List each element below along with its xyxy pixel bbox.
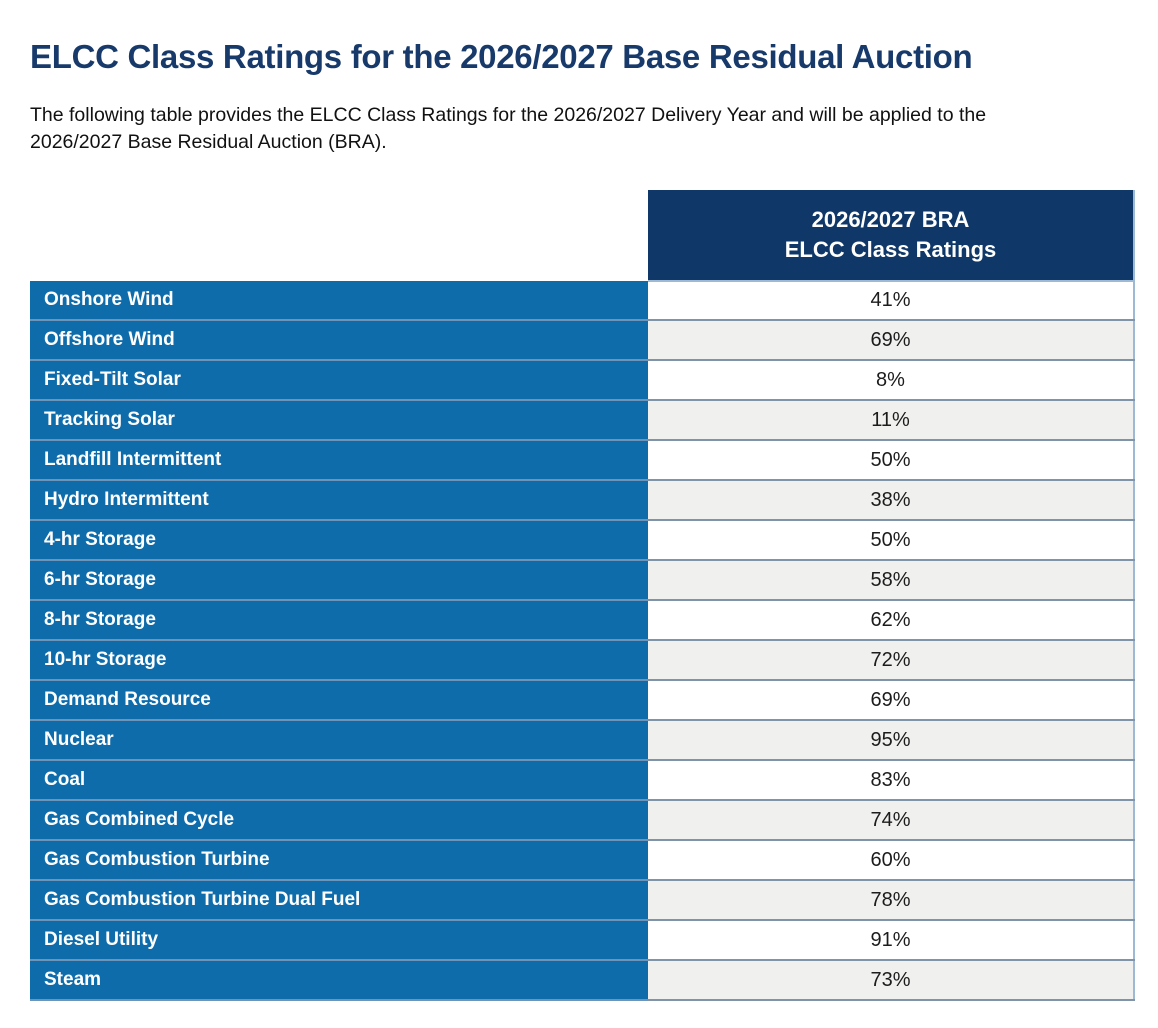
class-label-cell: Landfill Intermittent [30, 440, 648, 481]
rating-value-cell: 60% [648, 840, 1135, 881]
table-row: Tracking Solar 11% [30, 400, 1135, 441]
class-label-cell: Gas Combustion Turbine [30, 840, 648, 881]
table-row: Fixed-Tilt Solar 8% [30, 360, 1135, 401]
elcc-ratings-table: 2026/2027 BRA ELCC Class Ratings Onshore… [30, 190, 1135, 1001]
class-label-cell: Coal [30, 760, 648, 801]
class-label-cell: Offshore Wind [30, 320, 648, 361]
class-label-cell: Steam [30, 960, 648, 1001]
table-row: Gas Combined Cycle 74% [30, 800, 1135, 841]
intro-paragraph: The following table provides the ELCC Cl… [30, 102, 1134, 156]
class-label-cell: 8-hr Storage [30, 600, 648, 641]
table-header: 2026/2027 BRA ELCC Class Ratings [30, 190, 1135, 282]
rating-value-cell: 78% [648, 880, 1135, 921]
rating-value-cell: 58% [648, 560, 1135, 601]
rating-value-cell: 74% [648, 800, 1135, 841]
table-row: Offshore Wind 69% [30, 320, 1135, 361]
class-label-cell: Gas Combined Cycle [30, 800, 648, 841]
table-row: Coal 83% [30, 760, 1135, 801]
rating-value-cell: 69% [648, 320, 1135, 361]
table-row: Hydro Intermittent 38% [30, 480, 1135, 521]
table-row: Diesel Utility 91% [30, 920, 1135, 961]
rating-value-cell: 50% [648, 440, 1135, 481]
table-row: 4-hr Storage 50% [30, 520, 1135, 561]
rating-value-cell: 11% [648, 400, 1135, 441]
class-label-cell: 4-hr Storage [30, 520, 648, 561]
table-row: Onshore Wind 41% [30, 281, 1135, 321]
table-row: Steam 73% [30, 960, 1135, 1001]
header-line-1: 2026/2027 BRA [811, 207, 970, 232]
intro-line-2: 2026/2027 Base Residual Auction (BRA). [30, 131, 387, 153]
class-label-cell: Nuclear [30, 720, 648, 761]
ratings-table-body: Onshore Wind 41% Offshore Wind 69% Fixed-Til… [30, 281, 1135, 1001]
table-row: Nuclear 95% [30, 720, 1135, 761]
rating-value-cell: 73% [648, 960, 1135, 1001]
table-row: Gas Combustion Turbine 60% [30, 840, 1135, 881]
rating-value-cell: 83% [648, 760, 1135, 801]
rating-value-cell: 91% [648, 920, 1135, 961]
rating-value-cell: 41% [648, 281, 1135, 321]
table-row: Landfill Intermittent 50% [30, 440, 1135, 481]
class-label-cell: Gas Combustion Turbine Dual Fuel [30, 880, 648, 921]
class-label-cell: Fixed-Tilt Solar [30, 360, 648, 401]
class-label-cell: Tracking Solar [30, 400, 648, 441]
class-label-cell: 6-hr Storage [30, 560, 648, 601]
page-title: ELCC Class Ratings for the 2026/2027 Bas… [30, 38, 973, 75]
intro-line-1: The following table provides the ELCC Cl… [30, 104, 987, 126]
value-column-header: 2026/2027 BRA ELCC Class Ratings [648, 190, 1135, 282]
rating-value-cell: 50% [648, 520, 1135, 561]
rating-value-cell: 62% [648, 600, 1135, 641]
class-label-cell: Onshore Wind [30, 281, 648, 321]
document-page: ELCC Class Ratings for the 2026/2027 Bas… [30, 38, 1135, 1001]
table-row: Gas Combustion Turbine Dual Fuel 78% [30, 880, 1135, 921]
table-row: 8-hr Storage 62% [30, 600, 1135, 641]
rating-value-cell: 38% [648, 480, 1135, 521]
rating-value-cell: 69% [648, 680, 1135, 721]
rating-value-cell: 95% [648, 720, 1135, 761]
table-row: 6-hr Storage 58% [30, 560, 1135, 601]
class-label-cell: Hydro Intermittent [30, 480, 648, 521]
table-row: 10-hr Storage 72% [30, 640, 1135, 681]
empty-corner-cell [30, 190, 648, 281]
class-label-cell: Diesel Utility [30, 920, 648, 961]
rating-value-cell: 72% [648, 640, 1135, 681]
class-label-cell: Demand Resource [30, 680, 648, 721]
table-row: Demand Resource 69% [30, 680, 1135, 721]
class-label-cell: 10-hr Storage [30, 640, 648, 681]
rating-value-cell: 8% [648, 360, 1135, 401]
header-line-2: ELCC Class Ratings [784, 237, 997, 262]
